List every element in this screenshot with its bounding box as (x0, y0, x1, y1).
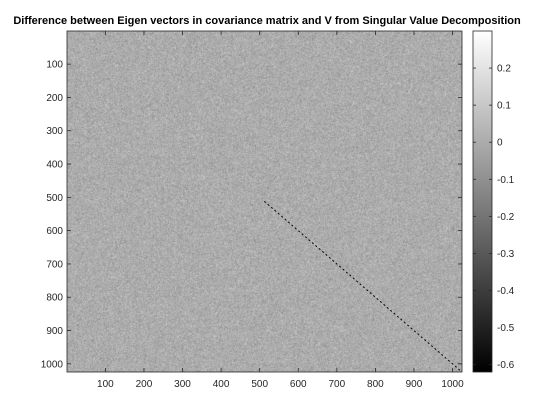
y-tick-label: 400 (46, 160, 63, 171)
chart-title: Difference between Eigen vectors in cova… (13, 15, 521, 27)
colorbar-ticks: 0.2 0.1 0 -0.1 -0.2 -0.3 -0.4 -0.5 -0.6 (473, 64, 515, 371)
y-tick-label: 200 (46, 93, 63, 104)
x-tick-label: 100 (97, 379, 114, 390)
colorbar-tick-label: -0.3 (497, 249, 515, 260)
colorbar: 0.2 0.1 0 -0.1 -0.2 -0.3 -0.4 -0.5 -0.6 (472, 30, 515, 373)
colorbar-scale (472, 30, 493, 373)
colorbar-tick-label: 0 (497, 138, 503, 149)
x-tick-label: 800 (367, 379, 384, 390)
y-tick-label: 600 (46, 226, 63, 237)
y-tick-label: 300 (46, 126, 63, 137)
colorbar-tick-label: -0.4 (497, 286, 515, 297)
colorbar-tick-label: 0.2 (497, 64, 511, 75)
x-tick-label: 400 (213, 379, 230, 390)
colorbar-tick-label: -0.1 (497, 175, 515, 186)
x-tick-label: 300 (174, 379, 191, 390)
x-tick-label: 900 (406, 379, 423, 390)
x-tick-label: 700 (328, 379, 345, 390)
axes-frame (66, 30, 463, 373)
y-tick-label: 900 (46, 326, 63, 337)
diagonal-feature (263, 200, 463, 373)
y-tick-label: 700 (46, 259, 63, 270)
diagonal-line (263, 200, 463, 373)
y-tick-label: 500 (46, 193, 63, 204)
colorbar-tick-label: 0.1 (497, 101, 511, 112)
colorbar-tick-label: -0.5 (497, 323, 515, 334)
y-tick-label: 100 (46, 60, 63, 71)
y-tick-label: 800 (46, 293, 63, 304)
colorbar-tick-label: -0.2 (497, 212, 515, 223)
x-axis: 100 200 300 400 500 600 700 800 900 1000 (97, 31, 464, 390)
x-tick-label: 600 (290, 379, 307, 390)
plot-area: 100 200 300 400 500 600 700 800 900 1000 100 200 30… (41, 30, 464, 390)
y-axis: 100 200 300 400 500 600 700 800 900 1000 (41, 60, 462, 370)
x-tick-label: 200 (136, 379, 153, 390)
x-tick-label: 1000 (441, 379, 464, 390)
x-tick-label: 500 (251, 379, 268, 390)
y-tick-label: 1000 (41, 359, 64, 370)
colorbar-tick-label: -0.6 (497, 360, 515, 371)
